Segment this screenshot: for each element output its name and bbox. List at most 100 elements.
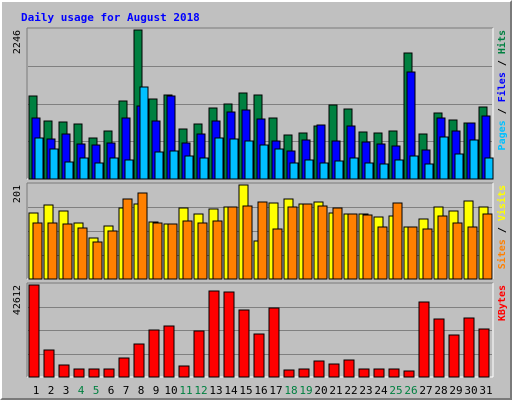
bar-sites-day-19 <box>302 203 313 280</box>
bar-kbytes-day-23 <box>358 368 370 378</box>
bar-sites-day-7 <box>122 198 133 280</box>
bar-sites-day-24 <box>377 226 388 280</box>
x-tick-label: 27 <box>419 384 432 397</box>
legend-entry: / <box>497 221 508 239</box>
bar-kbytes-day-25 <box>388 368 400 378</box>
bar-sites-day-21 <box>332 207 343 280</box>
x-tick-label: 21 <box>329 384 342 397</box>
bar-sites-day-17 <box>272 228 283 280</box>
bar-kbytes-day-1 <box>28 284 40 378</box>
bar-kbytes-day-22 <box>343 359 355 378</box>
legend-entry: / <box>497 102 508 120</box>
bar-pages-day-29 <box>454 153 464 180</box>
x-tick-label: 31 <box>479 384 492 397</box>
bar-sites-day-12 <box>197 222 208 280</box>
bar-kbytes-day-2 <box>43 349 55 378</box>
x-tick-label: 25 <box>389 384 402 397</box>
bar-pages-day-6 <box>109 157 119 180</box>
x-tick-label: 13 <box>209 384 222 397</box>
x-tick-label: 11 <box>179 384 192 397</box>
bar-sites-day-2 <box>47 222 58 280</box>
bar-pages-day-26 <box>409 155 419 180</box>
bar-pages-day-16 <box>259 144 269 180</box>
x-tick-label: 12 <box>194 384 207 397</box>
x-tick-label: 23 <box>359 384 372 397</box>
legend-entry: Pages <box>497 120 508 150</box>
x-tick-label: 24 <box>374 384 388 397</box>
panel-kbytes: 42612 KBytes <box>12 282 508 378</box>
x-tick-label: 6 <box>108 384 115 397</box>
bar-sites-day-25 <box>392 202 403 280</box>
bar-pages-day-15 <box>244 140 254 180</box>
legend-entry: Hits <box>496 30 508 54</box>
chart-title: Daily usage for August 2018 <box>21 11 200 24</box>
x-tick-label: 2 <box>48 384 55 397</box>
bar-sites-day-3 <box>62 223 73 280</box>
bar-kbytes-day-26 <box>403 370 415 378</box>
panel-legend: Sites / Visits <box>496 185 508 269</box>
bar-sites-day-4 <box>77 227 88 280</box>
x-tick-label: 17 <box>269 384 282 397</box>
x-tick-label: 16 <box>254 384 267 397</box>
bar-kbytes-day-8 <box>133 343 145 378</box>
bar-sites-day-10 <box>167 223 178 280</box>
bar-pages-day-5 <box>94 162 104 180</box>
x-tick-label: 7 <box>123 384 130 397</box>
x-tick-label: 15 <box>239 384 252 397</box>
bar-pages-day-9 <box>154 151 164 180</box>
legend-entry: Visits <box>496 185 508 221</box>
x-tick-label: 8 <box>138 384 145 397</box>
bar-sites-day-26 <box>407 226 418 280</box>
bar-sites-day-27 <box>422 228 433 280</box>
bar-kbytes-day-15 <box>238 309 250 378</box>
bar-pages-day-23 <box>364 162 374 180</box>
bar-sites-day-31 <box>482 213 493 280</box>
bar-pages-day-30 <box>469 139 479 180</box>
y-max-label: 201 <box>12 185 23 203</box>
x-tick-label: 9 <box>153 384 160 397</box>
bar-kbytes-day-30 <box>463 317 475 378</box>
panel-legend: Pages / Files / Hits <box>496 30 508 150</box>
bar-pages-day-20 <box>319 162 329 180</box>
bar-sites-day-6 <box>107 230 118 280</box>
bar-pages-day-25 <box>394 159 404 180</box>
bar-kbytes-day-31 <box>478 328 490 378</box>
x-tick-label: 1 <box>33 384 40 397</box>
bar-sites-day-9 <box>152 222 163 280</box>
bar-pages-day-28 <box>439 136 449 180</box>
bar-pages-day-18 <box>289 162 299 180</box>
bar-kbytes-day-4 <box>73 368 85 378</box>
x-tick-label: 30 <box>464 384 477 397</box>
bar-pages-day-7 <box>124 159 134 180</box>
bar-sites-day-30 <box>467 226 478 280</box>
bar-pages-day-3 <box>64 161 74 180</box>
bar-pages-day-21 <box>334 160 344 180</box>
x-tick-label: 19 <box>299 384 312 397</box>
bar-kbytes-day-6 <box>103 368 115 378</box>
x-tick-label: 3 <box>63 384 70 397</box>
x-tick-label: 29 <box>449 384 462 397</box>
x-tick-label: 18 <box>284 384 297 397</box>
bar-pages-day-12 <box>199 157 209 180</box>
bar-kbytes-day-11 <box>178 365 190 378</box>
panel-hits_files_pages: 2246 Pages / Files / Hits <box>12 27 508 180</box>
x-tick-label: 14 <box>224 384 238 397</box>
bar-kbytes-day-9 <box>148 329 160 378</box>
bar-kbytes-day-3 <box>58 364 70 378</box>
bar-pages-day-24 <box>379 163 389 180</box>
bar-pages-day-14 <box>229 138 239 180</box>
bar-pages-day-8 <box>139 86 149 180</box>
bar-sites-day-23 <box>362 214 373 280</box>
bar-kbytes-day-10 <box>163 325 175 378</box>
bar-pages-day-31 <box>484 157 494 180</box>
bar-sites-day-28 <box>437 215 448 280</box>
x-tick-label: 28 <box>434 384 447 397</box>
bar-kbytes-day-12 <box>193 330 205 378</box>
bar-kbytes-day-5 <box>88 368 100 378</box>
bar-pages-day-19 <box>304 159 314 180</box>
bar-pages-day-10 <box>169 150 179 180</box>
bar-sites-day-8 <box>137 192 148 280</box>
bar-sites-day-1 <box>32 222 43 280</box>
bar-kbytes-day-14 <box>223 291 235 378</box>
